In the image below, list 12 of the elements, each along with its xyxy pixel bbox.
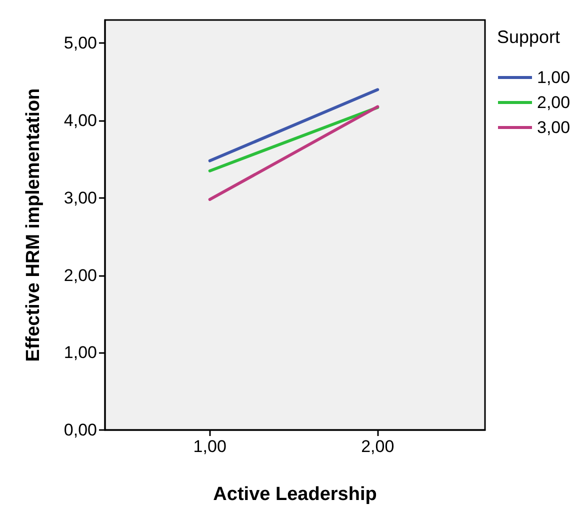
y-tick-label: 4,00 xyxy=(64,111,97,130)
y-tick-label: 5,00 xyxy=(64,34,97,53)
legend-label: 1,00 xyxy=(537,68,570,87)
legend-label: 3,00 xyxy=(537,118,570,137)
legend-label: 2,00 xyxy=(537,93,570,112)
y-tick-label: 0,00 xyxy=(64,420,97,440)
y-tick-label: 2,00 xyxy=(64,266,97,285)
legend-title: Support xyxy=(497,27,560,47)
y-axis-title: Effective HRM implementation xyxy=(23,88,44,362)
y-tick-label: 3,00 xyxy=(64,188,97,208)
y-tick-label: 1,00 xyxy=(64,343,97,362)
x-axis-title: Active Leadership xyxy=(213,484,377,505)
